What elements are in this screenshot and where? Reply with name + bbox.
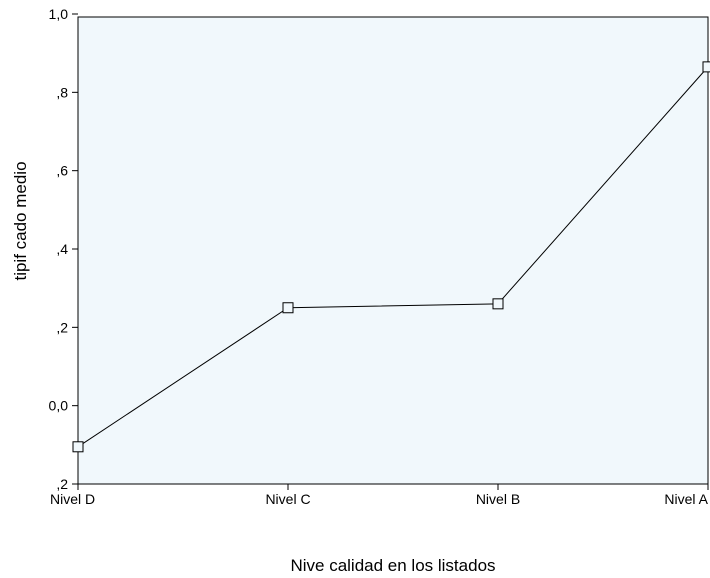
y-tick-label: ,6 xyxy=(56,163,68,179)
plot-area xyxy=(77,16,709,485)
series-line xyxy=(77,66,709,448)
y-tick-label: ,2 xyxy=(56,476,68,492)
x-tick-label: Nivel B xyxy=(476,491,520,507)
y-tick-label: 0,0 xyxy=(49,398,69,414)
x-axis-ticks: Nivel D Nivel C Nivel B Nivel A xyxy=(50,484,709,507)
x-tick-label: Nivel D xyxy=(50,491,95,507)
y-tick-label: ,8 xyxy=(56,84,68,100)
y-axis-ticks: ,2 0,0 ,2 ,4 ,6 ,8 1,0 xyxy=(49,6,78,492)
y-tick-label: 1,0 xyxy=(49,6,69,22)
y-tick-label: ,4 xyxy=(56,241,68,257)
x-tick-label: Nivel A xyxy=(664,491,708,507)
x-axis-title: Nive calidad en los listados xyxy=(290,556,495,575)
data-point-marker xyxy=(702,61,710,73)
y-axis-title: tipif cado medio xyxy=(11,161,30,280)
data-point-marker xyxy=(492,298,504,310)
data-point-marker xyxy=(72,441,84,453)
data-markers xyxy=(72,61,710,453)
x-tick-label: Nivel C xyxy=(265,491,310,507)
y-tick-label: ,2 xyxy=(56,319,68,335)
data-point-marker xyxy=(282,302,294,314)
